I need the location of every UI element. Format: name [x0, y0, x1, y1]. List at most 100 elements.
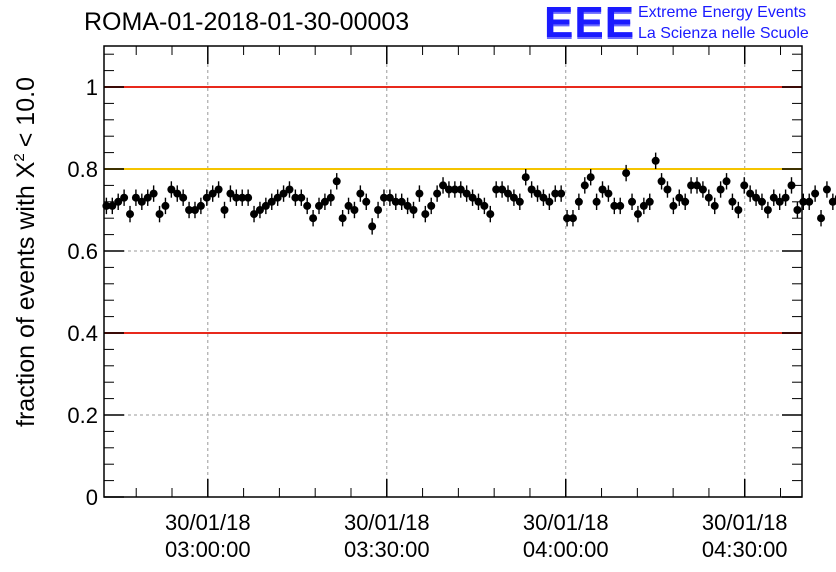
x-tick-date-label: 30/01/18	[523, 510, 609, 535]
data-point	[131, 193, 140, 202]
data-point	[598, 185, 607, 194]
y-tick-label: 0.4	[67, 321, 98, 346]
data-point	[403, 201, 412, 210]
data-point	[391, 197, 400, 206]
data-point	[397, 197, 406, 206]
y-tick-label: 1	[86, 75, 98, 100]
data-point	[515, 197, 524, 206]
data-point	[238, 193, 247, 202]
data-point	[521, 173, 530, 182]
data-point	[492, 185, 501, 194]
eee-logo-mark: EEE	[544, 0, 636, 47]
data-point	[651, 156, 660, 165]
data-point	[427, 201, 436, 210]
data-point	[167, 185, 176, 194]
data-point	[433, 189, 442, 198]
data-point	[663, 185, 672, 194]
data-point	[444, 185, 453, 194]
data-point	[728, 197, 737, 206]
data-point	[474, 197, 483, 206]
data-point	[817, 214, 826, 223]
data-point	[740, 181, 749, 190]
data-point	[716, 185, 725, 194]
data-point	[421, 210, 430, 219]
data-point	[557, 189, 566, 198]
data-point	[604, 189, 613, 198]
data-point	[368, 222, 377, 231]
data-point	[179, 193, 188, 202]
x-tick-time-label: 04:00:00	[523, 537, 609, 562]
data-point	[137, 197, 146, 206]
y-tick-label: 0.8	[67, 157, 98, 182]
data-point	[746, 189, 755, 198]
data-point	[374, 206, 383, 214]
data-point	[616, 201, 625, 210]
x-tick-date-label: 30/01/18	[165, 510, 251, 535]
data-point	[385, 193, 394, 202]
data-point	[545, 197, 554, 206]
data-point	[480, 201, 489, 210]
data-point	[350, 206, 359, 214]
data-point	[486, 210, 495, 219]
eee-logo: EEE Extreme Energy Events La Scienza nel…	[544, 0, 834, 47]
data-point	[356, 189, 365, 198]
data-point	[539, 193, 548, 202]
data-point	[793, 206, 802, 214]
data-point	[498, 185, 507, 194]
data-point	[704, 193, 713, 202]
data-point	[232, 193, 241, 202]
data-point	[580, 181, 589, 190]
x-tick-time-label: 03:00:00	[165, 537, 251, 562]
data-point	[568, 214, 577, 223]
data-point	[332, 177, 341, 186]
data-point	[645, 197, 654, 206]
data-point	[120, 193, 129, 202]
data-point	[563, 214, 572, 223]
data-point	[610, 201, 619, 210]
data-point	[261, 201, 270, 210]
data-point	[657, 177, 666, 186]
data-point	[822, 185, 831, 194]
y-axis-label: fraction of events with X2 < 10.0	[11, 77, 40, 427]
data-point	[687, 181, 696, 190]
data-point	[775, 197, 784, 206]
data-point	[344, 201, 353, 210]
data-point	[379, 193, 388, 202]
data-point	[622, 169, 631, 178]
data-point	[763, 206, 772, 214]
data-point	[639, 201, 648, 210]
data-point	[710, 201, 719, 210]
data-point	[757, 197, 766, 206]
data-point	[504, 189, 513, 198]
data-point	[126, 210, 135, 219]
grid-lines	[104, 46, 802, 497]
data-point	[586, 173, 595, 182]
data-point	[681, 197, 690, 206]
plot-frame	[103, 45, 803, 498]
data-point	[320, 197, 329, 206]
data-point	[250, 210, 259, 219]
data-point	[693, 181, 702, 190]
data-point	[592, 197, 601, 206]
data-point	[734, 206, 743, 214]
data-point	[303, 201, 312, 210]
data-point	[244, 193, 253, 202]
data-point	[456, 185, 465, 194]
y-tick-label: 0.6	[67, 239, 98, 264]
data-point	[226, 189, 235, 198]
data-point	[533, 189, 542, 198]
data-point	[149, 189, 158, 198]
data-point	[811, 189, 820, 198]
data-point	[633, 210, 642, 219]
y-axis-label-text: fraction of events with X	[12, 161, 40, 427]
y-axis-label-superscript: 2	[11, 153, 28, 161]
data-point	[220, 206, 229, 214]
data-point	[462, 189, 471, 198]
data-point	[255, 206, 264, 214]
data-point	[173, 189, 182, 198]
reference-lines	[104, 86, 802, 334]
logo-tagline-2: La Scienza nelle Scuole	[638, 25, 809, 42]
logo-tagline-1: Extreme Energy Events	[638, 4, 807, 21]
x-tick-date-label: 30/01/18	[344, 510, 430, 535]
data-point	[439, 181, 448, 190]
